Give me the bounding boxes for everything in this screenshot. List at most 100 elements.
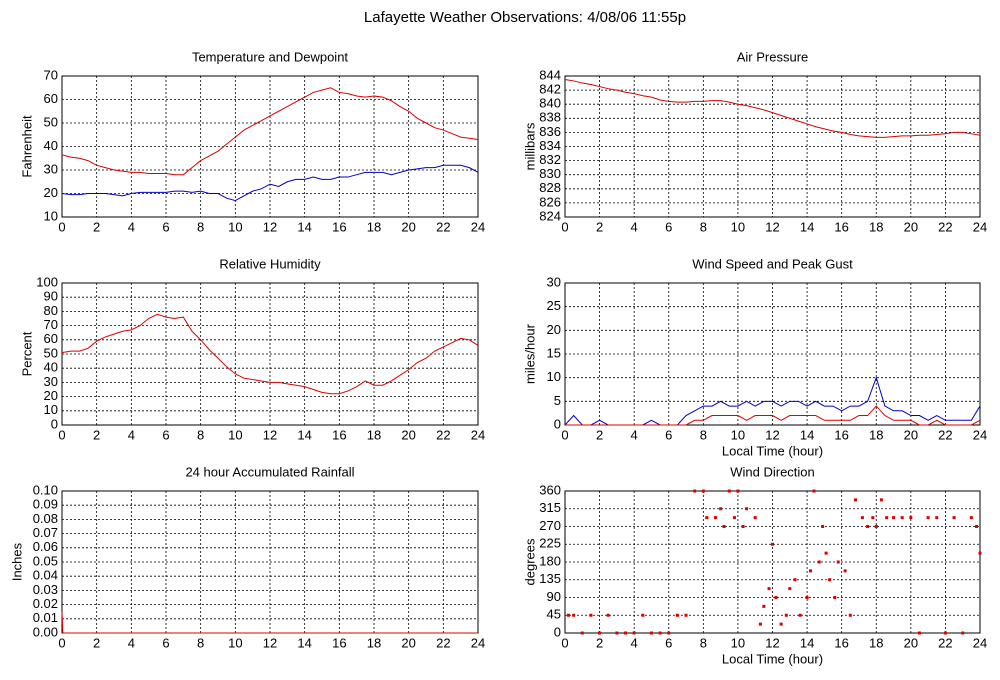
x-tick-label: 14 xyxy=(297,635,311,650)
scatter-point xyxy=(793,578,797,582)
scatter-point xyxy=(566,613,570,617)
scatter-point xyxy=(684,613,688,617)
x-tick-label: 22 xyxy=(938,427,952,442)
y-tick-label: 20 xyxy=(44,185,58,200)
plot-border xyxy=(564,282,981,426)
y-axis-label: millibars xyxy=(522,122,537,170)
y-tick-label: 0 xyxy=(554,624,561,639)
scatter-point xyxy=(779,622,783,626)
x-tick-label: 12 xyxy=(765,635,779,650)
scatter-point xyxy=(580,631,584,635)
x-tick-label: 6 xyxy=(665,427,672,442)
x-tick-label: 6 xyxy=(162,219,169,234)
x-tick-label: 16 xyxy=(834,427,848,442)
y-tick-label: 70 xyxy=(44,317,58,332)
x-tick-label: 2 xyxy=(93,219,100,234)
scatter-point xyxy=(824,551,828,555)
x-tick-label: 2 xyxy=(596,635,603,650)
x-tick-label: 4 xyxy=(631,427,638,442)
y-tick-label: 0.10 xyxy=(33,482,58,497)
y-tick-label: 0.08 xyxy=(33,511,58,526)
x-tick-label: 10 xyxy=(731,219,745,234)
x-tick-label: 22 xyxy=(938,635,952,650)
x-tick-label: 24 xyxy=(973,427,987,442)
scatter-point xyxy=(809,569,813,573)
y-tick-label: 225 xyxy=(539,536,561,551)
scatter-point xyxy=(701,489,705,493)
y-tick-label: 844 xyxy=(539,67,561,82)
x-tick-label: 4 xyxy=(128,219,135,234)
x-tick-label: 8 xyxy=(197,219,204,234)
scatter-point xyxy=(771,542,774,546)
y-tick-label: 60 xyxy=(44,331,58,346)
x-tick-label: 2 xyxy=(596,219,603,234)
scatter-point xyxy=(909,516,913,520)
x-tick-label: 8 xyxy=(197,427,204,442)
panel-title: Temperature and Dewpoint xyxy=(192,49,348,64)
scatter-point xyxy=(817,560,821,564)
page-title: Lafayette Weather Observations: 4/08/06 … xyxy=(364,9,686,26)
y-tick-label: 80 xyxy=(44,303,58,318)
x-tick-label: 14 xyxy=(800,635,814,650)
series-line xyxy=(565,405,981,426)
y-tick-label: 360 xyxy=(539,482,561,497)
y-tick-label: 834 xyxy=(539,138,561,153)
x-tick-label: 20 xyxy=(904,219,918,234)
y-tick-label: 828 xyxy=(539,180,561,195)
scatter-point xyxy=(624,631,628,635)
y-axis-label: degrees xyxy=(522,538,537,585)
y-tick-label: 826 xyxy=(539,194,561,209)
x-tick-label: 22 xyxy=(436,427,450,442)
scatter-point xyxy=(871,516,875,520)
y-tick-label: 0.04 xyxy=(33,568,58,583)
panel-title: Relative Humidity xyxy=(219,256,321,271)
x-tick-label: 6 xyxy=(162,635,169,650)
y-tick-label: 60 xyxy=(44,91,58,106)
x-tick-label: 14 xyxy=(800,427,814,442)
scatter-point xyxy=(900,516,904,520)
x-tick-label: 18 xyxy=(869,427,883,442)
x-tick-label: 4 xyxy=(631,635,638,650)
scatter-point xyxy=(860,516,864,520)
panel-title: Wind Direction xyxy=(730,464,815,479)
x-tick-label: 12 xyxy=(765,219,779,234)
x-tick-label: 18 xyxy=(367,635,381,650)
y-tick-label: 30 xyxy=(547,274,561,289)
x-tick-label: 10 xyxy=(228,219,242,234)
scatter-point xyxy=(719,507,723,511)
x-tick-label: 0 xyxy=(58,219,65,234)
scatter-point xyxy=(798,613,802,617)
scatter-point xyxy=(833,596,837,599)
y-tick-label: 0 xyxy=(554,416,561,431)
y-tick-label: 838 xyxy=(539,110,561,125)
scatter-point xyxy=(641,613,645,617)
y-tick-label: 842 xyxy=(539,82,561,97)
y-tick-label: 180 xyxy=(539,553,561,568)
y-tick-label: 20 xyxy=(44,388,58,403)
x-tick-label: 8 xyxy=(197,635,204,650)
scatter-point xyxy=(767,587,771,591)
scatter-point xyxy=(705,516,709,520)
x-axis-label: Local Time (hour) xyxy=(722,651,823,666)
scatter-point xyxy=(885,516,889,520)
y-axis-label: Inches xyxy=(9,542,24,581)
x-tick-label: 4 xyxy=(128,635,135,650)
panel-title: 24 hour Accumulated Rainfall xyxy=(185,464,354,479)
y-tick-label: 40 xyxy=(44,138,58,153)
x-tick-label: 10 xyxy=(228,635,242,650)
x-axis-label: Local Time (hour) xyxy=(722,443,823,458)
x-tick-label: 0 xyxy=(561,219,568,234)
x-tick-label: 10 xyxy=(228,427,242,442)
scatter-point xyxy=(874,525,878,528)
x-tick-label: 16 xyxy=(332,635,346,650)
y-tick-label: 30 xyxy=(44,161,58,176)
x-tick-label: 12 xyxy=(263,219,277,234)
y-tick-label: 90 xyxy=(44,289,58,304)
x-tick-label: 20 xyxy=(401,427,415,442)
scatter-point xyxy=(606,613,610,617)
scatter-point xyxy=(693,489,697,493)
y-tick-label: 830 xyxy=(539,166,561,181)
scatter-point xyxy=(848,613,852,617)
y-tick-label: 20 xyxy=(547,322,561,337)
